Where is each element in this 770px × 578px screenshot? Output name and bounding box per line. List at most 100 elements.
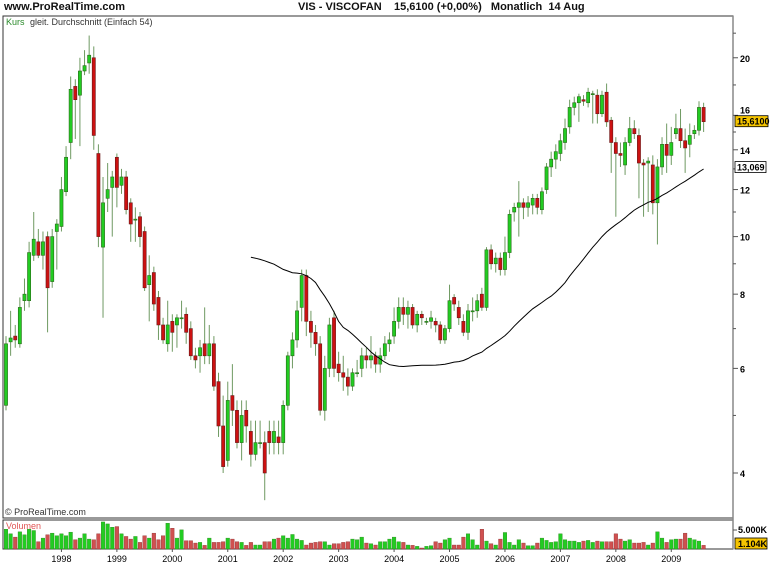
volume-last-label: 1.104K [738, 539, 768, 549]
volume-bar [392, 536, 397, 550]
x-tick-label: 2003 [329, 554, 349, 564]
candle [396, 297, 401, 329]
candle [563, 118, 567, 150]
candle [341, 355, 346, 391]
candle [82, 50, 87, 76]
candle-body [466, 310, 470, 333]
candle-body [151, 272, 156, 305]
volume-bar [295, 538, 300, 550]
candle [461, 314, 466, 337]
y-tick-label: 4 [740, 469, 745, 479]
candle [530, 193, 535, 215]
candle [128, 198, 133, 242]
candle-body [429, 317, 433, 322]
candle-body [692, 129, 697, 135]
candle [133, 207, 138, 242]
candle [96, 144, 101, 248]
volume-bar [405, 544, 410, 550]
candle-body [581, 99, 586, 102]
candle [258, 420, 263, 449]
volume-bar [165, 523, 170, 550]
candle-body [609, 119, 614, 143]
volume-bar [581, 540, 586, 550]
volume-bar [318, 541, 323, 550]
volume-bar [285, 537, 290, 550]
price-change: 15,6100 (+0,00%) [393, 1, 482, 13]
candle [235, 400, 239, 449]
candle-body [590, 93, 595, 95]
volume-scale-label: 5.000K [738, 525, 768, 535]
candle-body [350, 372, 355, 387]
candle [466, 304, 470, 340]
volume-bar [170, 528, 175, 550]
candle [456, 300, 461, 325]
candle [470, 297, 475, 322]
candle [198, 339, 202, 373]
candle [225, 381, 230, 467]
volume-bar [345, 541, 350, 550]
candle-body [669, 142, 674, 156]
candle-body [401, 307, 406, 315]
candle [248, 420, 253, 467]
candle [627, 116, 632, 147]
candle-body [456, 307, 461, 319]
candle-body [697, 107, 701, 131]
volume-bar [655, 531, 660, 550]
volume-bar [618, 538, 623, 550]
candle-body [563, 128, 567, 143]
volume-bar [281, 535, 286, 550]
candle-body [124, 176, 129, 210]
candle-body [17, 307, 22, 345]
candle [350, 368, 355, 391]
volume-bar [507, 542, 512, 550]
candle [87, 35, 92, 74]
candle-body [184, 313, 189, 333]
volume-bar [110, 527, 115, 550]
volume-bar [664, 542, 669, 550]
volume-bar [586, 540, 591, 550]
volume-bar [91, 539, 96, 550]
volume-bar [161, 535, 166, 550]
volume-bar [327, 544, 332, 550]
volume-bar [415, 546, 420, 550]
volume-bar [590, 542, 595, 550]
site-name[interactable]: www.ProRealTime.com [4, 1, 126, 13]
candle-body [272, 431, 276, 443]
candle-body [410, 307, 415, 326]
candle [355, 359, 360, 378]
candle [78, 57, 82, 147]
volume-bar [68, 531, 73, 550]
candle [590, 90, 595, 124]
candle [119, 168, 124, 194]
candle-body [313, 332, 318, 345]
candle-body [586, 91, 591, 104]
candle [687, 123, 692, 158]
volume-bar [433, 541, 438, 550]
candle-body [165, 324, 170, 345]
candle [345, 368, 350, 396]
candle [27, 241, 32, 308]
candle [438, 321, 443, 344]
candle-body [521, 202, 526, 208]
volume-bar [101, 521, 106, 550]
volume-bar [683, 532, 688, 550]
candle-body [299, 275, 304, 308]
volume-bar [128, 538, 133, 550]
candle [567, 99, 572, 134]
candle [179, 300, 184, 329]
volume-bar [697, 540, 702, 550]
volume-bar [567, 540, 572, 550]
candle-body [687, 135, 692, 145]
candle [147, 255, 152, 322]
candle-body [235, 410, 239, 443]
candle [45, 231, 50, 333]
candle-body [406, 307, 410, 315]
volume-bar [13, 536, 18, 550]
candle [295, 300, 299, 348]
candle [105, 163, 110, 213]
candle [267, 420, 272, 455]
candle-body [295, 310, 299, 341]
candle-body [309, 321, 313, 333]
copyright: © ProRealTime.com [5, 507, 86, 517]
